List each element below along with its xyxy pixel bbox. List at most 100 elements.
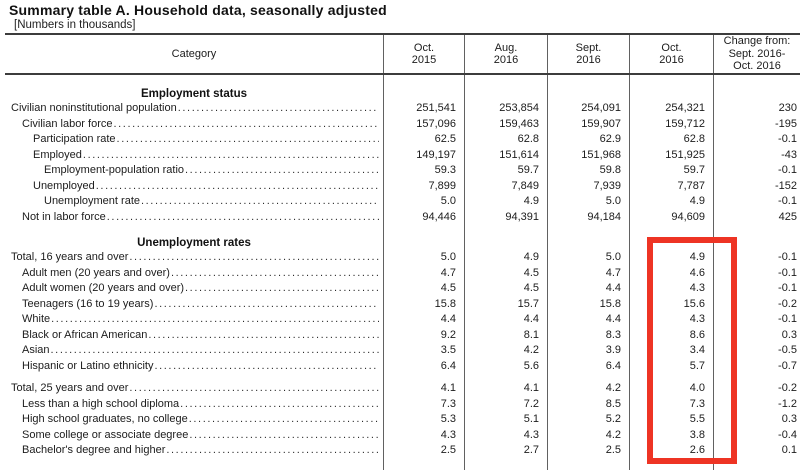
value-cell: 5.5 (629, 412, 713, 428)
table-row: Asian 3.54.23.93.4-0.5 (5, 343, 800, 359)
section-header-row: Unemployment rates (5, 225, 800, 250)
leader-dots (51, 312, 379, 328)
leader-dots (96, 179, 379, 195)
value-cell: 4.9 (629, 250, 713, 266)
value-cell: 7,899 (383, 178, 464, 194)
leader-dots (129, 381, 379, 397)
value-cell: 8.1 (464, 327, 547, 343)
value-cell: 4.7 (547, 265, 629, 281)
data-table: Category Oct. 2015 Aug. 2016 Sept. 2016 … (5, 33, 800, 470)
category-label: Total, 16 years and over (11, 251, 129, 263)
category-cell: Employed (5, 148, 383, 164)
page-subtitle: [Numbers in thousands] (14, 19, 136, 31)
value-cell: 4.3 (383, 427, 464, 443)
value-cell: 59.7 (464, 163, 547, 179)
value-cell: 5.2 (547, 412, 629, 428)
value-cell: -0.1 (713, 163, 800, 179)
value-cell: 62.9 (547, 132, 629, 148)
category-label: Total, 25 years and over (11, 382, 129, 394)
value-cell: 94,391 (464, 209, 547, 225)
category-cell: Total, 16 years and over (5, 250, 383, 266)
page-title: Summary table A. Household data, seasona… (9, 2, 387, 18)
value-cell: 4.6 (629, 265, 713, 281)
section-header: Unemployment rates (137, 237, 251, 249)
value-cell: 4.9 (464, 250, 547, 266)
column-header-oct-2016: Oct. 2016 (629, 35, 713, 73)
value-cell: 2.7 (464, 443, 547, 459)
value-cell: 8.6 (629, 327, 713, 343)
section-gap-row (5, 374, 800, 381)
value-cell: -152 (713, 178, 800, 194)
value-cell: 4.5 (383, 281, 464, 297)
category-cell: Total, 25 years and over (5, 381, 383, 397)
table-row: Total, 16 years and over5.04.95.04.9-0.1 (5, 250, 800, 266)
section-header-row: Employment status (5, 75, 800, 101)
table-row: White4.44.44.44.3-0.1 (5, 312, 800, 328)
empty-cell (383, 225, 464, 250)
value-cell: 4.2 (547, 427, 629, 443)
category-label: Civilian noninstitutional population (11, 102, 177, 114)
leader-dots (185, 281, 379, 297)
value-cell: 151,925 (629, 147, 713, 163)
value-cell: 425 (713, 209, 800, 225)
category-label: Teenagers (16 to 19 years) (22, 297, 154, 310)
value-cell: 4.0 (629, 381, 713, 397)
category-cell: Black or African American (5, 328, 383, 344)
value-cell: 5.0 (547, 194, 629, 210)
leader-dots (129, 250, 379, 266)
value-cell: 254,321 (629, 101, 713, 117)
value-cell: 15.7 (464, 296, 547, 312)
value-cell: 4.3 (464, 427, 547, 443)
empty-cell (629, 225, 713, 250)
value-cell: 3.4 (629, 343, 713, 359)
empty-cell (713, 458, 800, 470)
value-cell: 62.8 (629, 132, 713, 148)
empty-cell (547, 75, 629, 101)
value-cell: 7.2 (464, 396, 547, 412)
table-row: Adult men (20 years and over)4.74.54.74.… (5, 265, 800, 281)
value-cell: 0.3 (713, 412, 800, 428)
value-cell: 15.6 (629, 296, 713, 312)
category-cell: Less than a high school diploma (5, 397, 383, 413)
value-cell: 4.9 (464, 194, 547, 210)
table-row: High school graduates, no college5.35.15… (5, 412, 800, 428)
column-header-oct-2015: Oct. 2015 (383, 35, 464, 73)
value-cell: 151,968 (547, 147, 629, 163)
value-cell: 94,446 (383, 209, 464, 225)
value-cell: -195 (713, 116, 800, 132)
category-header-cell: Category (171, 47, 217, 60)
value-cell: 4.5 (464, 265, 547, 281)
category-label: High school graduates, no college (22, 413, 188, 425)
table-row: Participation rate62.562.862.962.8-0.1 (5, 132, 800, 148)
value-cell: -1.2 (713, 396, 800, 412)
value-cell: 15.8 (383, 296, 464, 312)
value-cell: -0.7 (713, 358, 800, 374)
table-row: Bachelor's degree and higher2.52.72.52.6… (5, 443, 800, 459)
leader-dots (51, 343, 379, 359)
leader-dots (189, 412, 379, 428)
category-label: Asian (22, 344, 50, 356)
empty-cell (5, 459, 383, 470)
leader-dots (117, 132, 379, 148)
value-cell: 4.4 (547, 312, 629, 328)
value-cell: 4.4 (383, 312, 464, 328)
table-row: Civilian labor force 157,096159,463159,90… (5, 116, 800, 132)
value-cell: 94,184 (547, 209, 629, 225)
value-cell: 6.4 (383, 358, 464, 374)
value-cell: 3.8 (629, 427, 713, 443)
value-cell: -0.1 (713, 194, 800, 210)
value-cell: 8.3 (547, 327, 629, 343)
value-cell: 159,463 (464, 116, 547, 132)
table-row: Less than a high school diploma7.37.28.5… (5, 396, 800, 413)
category-label: Bachelor's degree and higher (22, 444, 166, 456)
table-row: Black or African American 9.28.18.38.60.3 (5, 327, 800, 344)
value-cell: 94,609 (629, 209, 713, 225)
leader-dots (189, 428, 379, 444)
value-cell: 4.3 (629, 312, 713, 328)
table-row: Unemployment rate5.04.95.04.9-0.1 (5, 194, 800, 210)
category-label: Unemployed (33, 179, 95, 192)
leader-dots (141, 194, 379, 210)
empty-cell (547, 458, 629, 470)
